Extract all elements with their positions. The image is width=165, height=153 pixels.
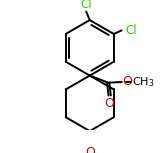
Text: Cl: Cl	[125, 24, 137, 37]
Text: CH$_3$: CH$_3$	[132, 75, 154, 89]
Text: O: O	[85, 146, 95, 153]
Text: O: O	[122, 75, 132, 88]
Text: O: O	[105, 97, 115, 110]
Text: Cl: Cl	[80, 0, 92, 11]
